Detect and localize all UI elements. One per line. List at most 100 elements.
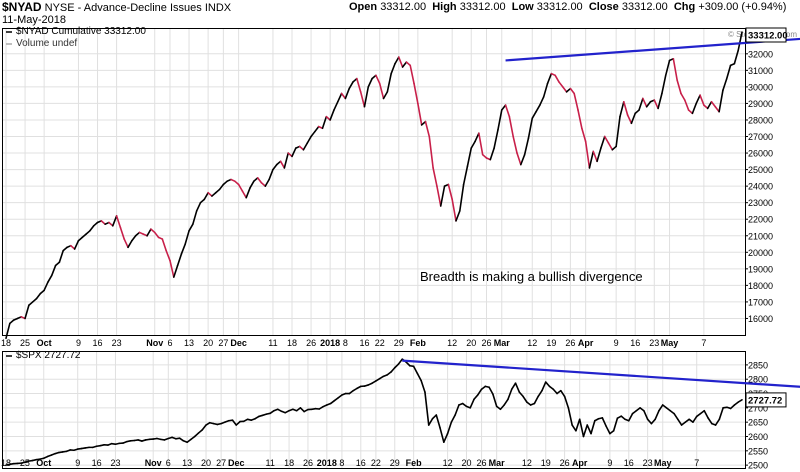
x-tick-label: 16	[359, 338, 369, 348]
y-tick-label: 22000	[748, 215, 773, 225]
series-segment	[619, 100, 625, 118]
series-segment	[199, 198, 206, 204]
series-segment	[275, 160, 282, 166]
last-value-box	[745, 27, 787, 43]
nyad-panel	[2, 28, 746, 336]
series-segment	[588, 150, 595, 169]
series-segment	[386, 72, 392, 93]
x-tick-label: 11	[266, 458, 275, 468]
y-tick-label: 19000	[748, 264, 773, 274]
x-tick-label: 29	[394, 338, 404, 348]
series-segment	[469, 398, 475, 409]
series-segment	[416, 372, 422, 382]
series-segment	[291, 147, 297, 158]
series-segment	[718, 89, 724, 113]
x-tick-label: 12	[522, 458, 532, 468]
series-segment	[153, 231, 160, 239]
series-segment	[459, 183, 465, 212]
x-tick-label: Feb	[406, 458, 423, 468]
series-segment	[382, 91, 389, 100]
series-segment	[283, 152, 289, 169]
series-segment	[35, 292, 42, 300]
series-segment	[706, 100, 713, 110]
series-segment	[393, 363, 400, 369]
spx-y-axis: 25002550260026502700275028002850	[745, 360, 768, 471]
series-segment	[558, 81, 564, 88]
series-segment	[567, 407, 573, 426]
x-tick-label: Mar	[494, 338, 511, 348]
x-tick-label: 29	[390, 458, 400, 468]
series-segment	[424, 120, 431, 138]
x-tick-label: 23	[110, 458, 120, 468]
series-segment	[256, 177, 263, 184]
x-tick-label: Feb	[410, 338, 427, 348]
series-segment	[192, 210, 198, 225]
series-segment	[503, 398, 509, 406]
last-value-label: 33312.00	[748, 31, 788, 42]
series-segment	[638, 97, 644, 111]
series-segment	[201, 424, 207, 431]
series-segment	[573, 92, 579, 111]
series-segment	[645, 100, 652, 108]
series-segment	[481, 153, 488, 159]
y-tick-label: 23000	[748, 198, 773, 208]
series-segment	[172, 264, 179, 278]
x-tick-label: 26	[565, 338, 575, 348]
nyad-legend-series: $NYAD Cumulative 33312.00	[16, 26, 146, 37]
series-segment	[214, 188, 221, 194]
spx-legend: $SPX 2727.72	[6, 350, 81, 361]
series-segment	[245, 186, 251, 199]
series-segment	[420, 379, 426, 393]
series-segment	[622, 100, 629, 116]
x-tick-label: May	[661, 338, 679, 348]
series-segment	[401, 61, 408, 68]
y-tick-label: 27000	[748, 132, 773, 142]
series-segment	[620, 415, 626, 421]
last-value-label: 2727.72	[748, 395, 782, 406]
series-segment	[50, 264, 57, 277]
series-segment	[478, 132, 484, 156]
x-tick-label: 27	[218, 338, 228, 348]
series-segment	[321, 115, 328, 130]
x-tick-label: 16	[92, 458, 102, 468]
series-segment	[676, 79, 682, 95]
series-segment	[512, 135, 518, 154]
last-value-box	[745, 392, 787, 408]
x-tick-label: 16	[630, 338, 640, 348]
series-segment	[630, 112, 637, 125]
series-segment	[43, 281, 49, 292]
x-tick-label: 20	[201, 458, 211, 468]
series-segment	[119, 226, 126, 240]
nyad-y-axis: 16000 17000 18000 19000 20000 21000 22000 23000…	[745, 49, 773, 324]
series-segment	[722, 77, 728, 91]
x-tick-label: 13	[182, 458, 192, 468]
y-tick-label: 2600	[748, 432, 768, 442]
y-tick-label: 2700	[748, 403, 768, 413]
series-segment	[643, 409, 649, 421]
x-tick-label: 12	[527, 338, 537, 348]
divergence-arrows	[402, 37, 800, 388]
y-tick-label: 18000	[748, 281, 773, 291]
x-tick-label: 25	[20, 338, 30, 348]
series-segment	[435, 414, 441, 429]
series-segment	[607, 142, 614, 151]
annotation-text: Breadth is making a bullish divergence	[420, 269, 643, 284]
x-tick-label: 7	[694, 458, 699, 468]
series-segment	[454, 404, 460, 416]
x-tick-label: 16	[356, 458, 366, 468]
series-segment	[493, 129, 499, 149]
y-tick-label: 2550	[748, 446, 768, 456]
series-segment	[348, 81, 354, 90]
series-segment	[234, 180, 240, 186]
series-segment	[253, 177, 259, 182]
series-segment	[575, 418, 581, 432]
series-segment	[333, 100, 339, 111]
series-segment	[535, 104, 541, 113]
series-segment	[527, 117, 534, 139]
series-segment	[439, 185, 446, 207]
series-segment	[474, 132, 480, 143]
x-tick-label: 9	[614, 338, 619, 348]
series-segment	[586, 424, 592, 435]
symbol-label: $NYAD	[2, 0, 42, 14]
series-segment	[612, 417, 619, 432]
